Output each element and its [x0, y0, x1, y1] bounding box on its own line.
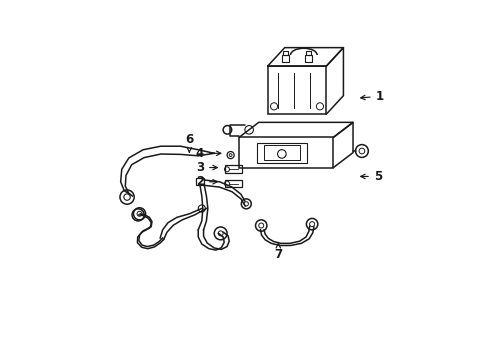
Bar — [267, 66, 325, 114]
Text: 7: 7 — [274, 243, 282, 261]
Text: 4: 4 — [196, 147, 221, 160]
Bar — [264, 145, 299, 161]
Bar — [195, 178, 204, 185]
Bar — [304, 55, 311, 62]
Text: 6: 6 — [185, 132, 193, 152]
Bar — [305, 51, 310, 55]
Bar — [256, 143, 306, 163]
Text: 2: 2 — [196, 175, 217, 188]
Text: 3: 3 — [196, 161, 217, 174]
Text: 5: 5 — [360, 170, 381, 183]
Bar — [224, 180, 242, 188]
Text: 1: 1 — [360, 90, 383, 103]
Bar — [281, 55, 288, 62]
Bar — [282, 51, 287, 55]
Bar — [239, 137, 333, 167]
Bar — [224, 165, 242, 173]
